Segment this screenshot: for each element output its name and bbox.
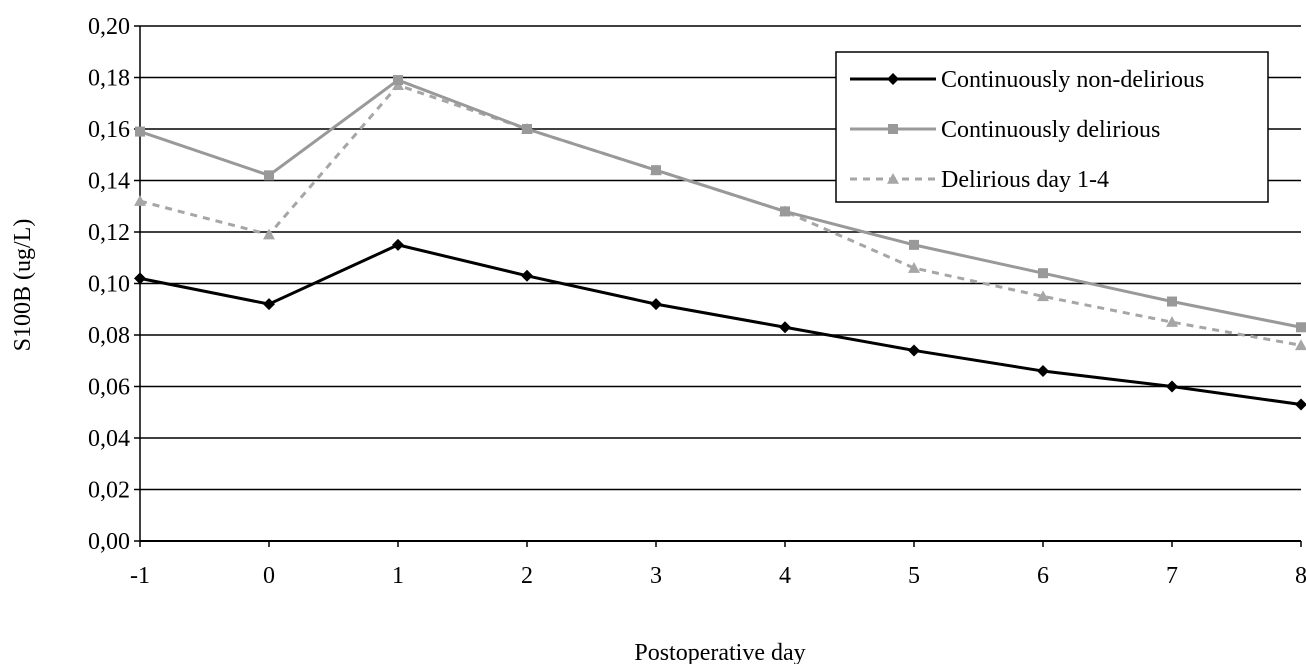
data-point: [264, 170, 274, 181]
x-tick-label: 8: [1295, 563, 1306, 589]
data-point: [134, 195, 146, 206]
y-tick-label: 0,04: [88, 426, 130, 452]
data-point: [908, 262, 920, 273]
data-point: [1167, 296, 1177, 307]
data-point: [1037, 365, 1049, 378]
data-point: [521, 269, 533, 282]
data-point: [392, 238, 404, 251]
x-tick-label: 1: [392, 563, 404, 589]
legend-marker: [887, 173, 899, 184]
data-point: [135, 126, 145, 137]
data-point: [263, 228, 275, 240]
y-tick-label: 0,08: [88, 323, 130, 349]
tick-labels: 0,00 0,02 0,04 0,06 0,08 0,10 0,12 0,14 0,16 0,18…: [88, 14, 1306, 589]
data-point: [650, 298, 662, 311]
data-point: [1166, 316, 1178, 327]
y-tick-label: 0,16: [88, 117, 130, 143]
data-point: [780, 206, 790, 217]
y-tick-label: 0,12: [88, 220, 130, 246]
data-point: [1296, 322, 1306, 333]
y-tick-label: 0,20: [88, 14, 130, 40]
legend: Continuously non-delirious Continuously d…: [835, 51, 1269, 203]
data-point: [1295, 339, 1306, 351]
x-tick-label: 3: [650, 563, 662, 589]
legend-label: Continuously non-delirious: [941, 67, 1204, 93]
y-axis-title: S100B (ug/L): [10, 219, 36, 352]
data-point: [263, 298, 275, 311]
data-point: [779, 321, 791, 334]
y-tick-label: 0,00: [88, 529, 130, 555]
gridlines: [140, 25, 1301, 491]
legend-marker: [887, 73, 899, 85]
data-series: [134, 75, 1306, 411]
data-point: [1038, 268, 1048, 279]
data-point: [393, 75, 403, 86]
x-tick-label: 0: [263, 563, 275, 589]
y-tick-label: 0,10: [88, 272, 130, 298]
data-point: [651, 165, 661, 176]
y-tick-label: 0,18: [88, 66, 130, 92]
y-tick-label: 0,02: [88, 478, 130, 504]
data-point: [909, 239, 919, 250]
x-tick-label: 2: [521, 563, 533, 589]
x-tick-label: -1: [130, 563, 150, 589]
data-point: [908, 344, 920, 357]
series-line: [139, 243, 1302, 407]
data-point: [134, 272, 146, 285]
x-axis-title: Postoperative day: [634, 640, 805, 664]
x-tick-label: 7: [1166, 563, 1178, 589]
data-point: [522, 124, 532, 134]
series-diamond: [134, 238, 1306, 411]
legend-label: Continuously delirious: [941, 117, 1160, 143]
legend-label: Delirious day 1-4: [941, 167, 1109, 193]
data-point: [1166, 380, 1178, 393]
legend-box: [835, 51, 1269, 203]
x-tick-label: 4: [779, 563, 791, 589]
x-tick-label: 5: [908, 563, 920, 589]
series-line: [139, 78, 1302, 329]
y-tick-label: 0,14: [88, 169, 130, 195]
x-tick-label: 6: [1037, 563, 1049, 589]
data-point: [1037, 290, 1049, 302]
y-tick-label: 0,06: [88, 375, 130, 401]
series-square: [135, 75, 1306, 333]
data-point: [1295, 398, 1306, 411]
legend-marker: [888, 124, 898, 134]
